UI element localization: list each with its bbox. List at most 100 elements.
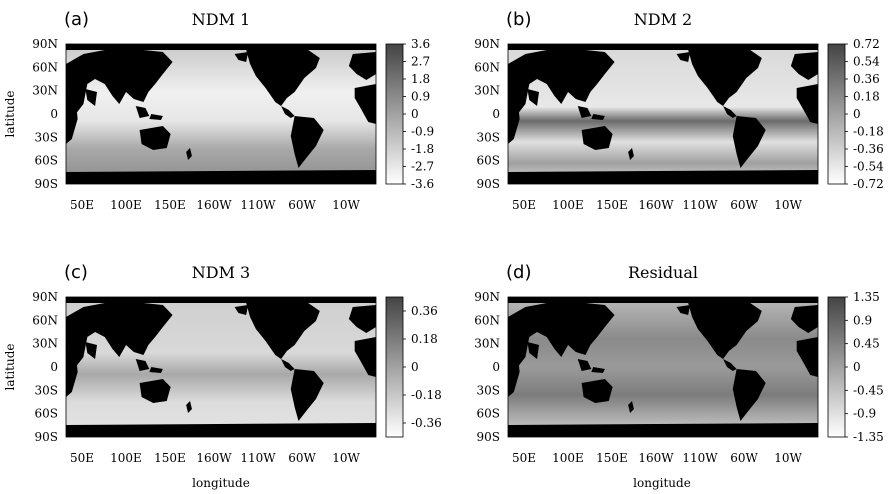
y-tick-label: 0: [492, 107, 500, 121]
y-tick-label: 30N: [32, 84, 58, 98]
x-tick-label: 50E: [512, 198, 536, 212]
x-tick-label: 50E: [512, 451, 536, 465]
x-tick-label: 110W: [682, 198, 718, 212]
colorbar-tick-label: -0.36: [853, 142, 884, 156]
colorbar: 0.36 0.18 0 -0.18 -0.36: [386, 297, 442, 437]
colorbar-gradient: [386, 297, 403, 437]
colorbar-tick-label: 0: [411, 360, 419, 374]
colorbar-tick-label: -0.45: [853, 383, 884, 397]
y-tick-label: 60S: [35, 407, 59, 421]
x-tick-label: 110W: [240, 198, 276, 212]
colorbar-tick-label: 0: [853, 107, 861, 121]
colorbar-tick-label: -0.54: [853, 160, 884, 174]
x-tick-label: 160W: [196, 451, 232, 465]
y-tick-label: 30S: [477, 383, 501, 397]
x-tick-label: 10W: [774, 198, 802, 212]
colorbar: 0.720.540.360.180-0.18-0.36-0.54-0.72: [828, 37, 884, 191]
colorbar-tick-label: 0.54: [853, 55, 880, 69]
colorbar: 3.6 2.7 1.8 0.9 0 -0.9 -1.8 -2.7 -3.6: [386, 37, 434, 191]
y-tick-label: 0: [50, 107, 58, 121]
x-tick-label: 60W: [730, 451, 758, 465]
colorbar-tick-label: 1.35: [853, 290, 880, 304]
panel-title: NDM 2: [634, 10, 692, 29]
colorbar-tick-label: 3.6: [411, 37, 430, 51]
y-tick-label: 30N: [474, 337, 500, 351]
colorbar-tick-label: -0.18: [411, 388, 442, 402]
y-tick-label: 30S: [35, 383, 59, 397]
y-axis-label: latitude: [3, 344, 17, 391]
y-tick-label: 90S: [35, 430, 59, 444]
colorbar-tick-label: 0.36: [411, 304, 438, 318]
y-tick-label: 30S: [477, 130, 501, 144]
y-tick-label: 30N: [474, 84, 500, 98]
x-tick-label: 150E: [596, 451, 628, 465]
x-tick-label: 60W: [288, 198, 316, 212]
y-tick-label: 90N: [32, 37, 58, 51]
x-tick-label: 10W: [774, 451, 802, 465]
x-tick-label: 110W: [240, 451, 276, 465]
map-heatmap: [66, 44, 376, 184]
x-tick-label: 100E: [110, 451, 142, 465]
panel-2: (b) NDM 2 90N 60N 30N 0 30S 60S 90S 50E 100E 150E 16…: [474, 9, 884, 212]
panel-tag: (a): [64, 9, 89, 30]
colorbar-tick-label: -3.6: [411, 177, 434, 191]
x-tick-label: 10W: [332, 198, 360, 212]
colorbar-tick-label: 0.9: [853, 313, 872, 327]
x-tick-label: 160W: [638, 451, 674, 465]
y-tick-label: 90S: [35, 177, 59, 191]
colorbar-gradient: [828, 44, 845, 184]
x-tick-label: 60W: [288, 451, 316, 465]
colorbar-tick-label: 1.8: [411, 72, 430, 86]
x-tick-label: 60W: [730, 198, 758, 212]
x-tick-label: 100E: [110, 198, 142, 212]
x-tick-label: 100E: [552, 451, 584, 465]
y-tick-label: 60S: [477, 407, 501, 421]
colorbar-tick-label: -0.18: [853, 125, 884, 139]
y-tick-label: 60S: [35, 154, 59, 168]
y-tick-label: 60S: [477, 154, 501, 168]
panel-tag: (b): [506, 9, 531, 30]
colorbar-tick-label: 0.9: [411, 90, 430, 104]
y-tick-label: 90S: [477, 177, 501, 191]
y-tick-label: 60N: [32, 60, 58, 74]
y-tick-label: 90N: [32, 290, 58, 304]
colorbar: 1.350.90.450-0.45-0.9-1.35: [828, 290, 884, 444]
x-tick-label: 150E: [596, 198, 628, 212]
panel-title: Residual: [628, 263, 698, 282]
colorbar-tick-label: 2.7: [411, 55, 430, 69]
colorbar-tick-label: 0.18: [853, 90, 880, 104]
colorbar-tick-label: 0: [411, 107, 419, 121]
y-axis-label: latitude: [3, 91, 17, 138]
map-heatmap: [508, 297, 818, 437]
colorbar-tick-label: -1.8: [411, 142, 434, 156]
colorbar-tick-label: 0: [853, 360, 861, 374]
panel-title: NDM 1: [192, 10, 250, 29]
y-tick-label: 60N: [32, 313, 58, 327]
x-tick-label: 50E: [70, 198, 94, 212]
panel-title: NDM 3: [192, 263, 250, 282]
x-tick-label: 160W: [196, 198, 232, 212]
panel-1: (a) NDM 1 90N 60N 30N 0 30S 60S 90S 50E 100E 150E 16…: [3, 9, 434, 212]
panel-tag: (d): [506, 262, 531, 283]
colorbar-gradient: [386, 44, 403, 184]
x-tick-label: 150E: [154, 198, 186, 212]
panel-tag: (c): [64, 262, 88, 283]
y-tick-label: 30N: [32, 337, 58, 351]
y-tick-label: 60N: [474, 60, 500, 74]
colorbar-tick-label: 0.18: [411, 332, 438, 346]
colorbar-gradient: [828, 297, 845, 437]
x-tick-label: 100E: [552, 198, 584, 212]
panel-4: (d) Residual 90N 60N 30N 0 30S 60S 90S 50E 100E 150…: [474, 262, 884, 465]
colorbar-tick-label: -2.7: [411, 160, 434, 174]
colorbar-tick-label: -0.72: [853, 177, 884, 191]
x-axis-label-right: longitude: [633, 476, 691, 490]
colorbar-tick-label: -0.9: [411, 125, 434, 139]
y-tick-label: 30S: [35, 130, 59, 144]
y-tick-label: 0: [50, 360, 58, 374]
map-heatmap: [508, 44, 818, 184]
x-tick-label: 160W: [638, 198, 674, 212]
y-tick-label: 60N: [474, 313, 500, 327]
colorbar-tick-label: -0.36: [411, 416, 442, 430]
x-tick-label: 50E: [70, 451, 94, 465]
